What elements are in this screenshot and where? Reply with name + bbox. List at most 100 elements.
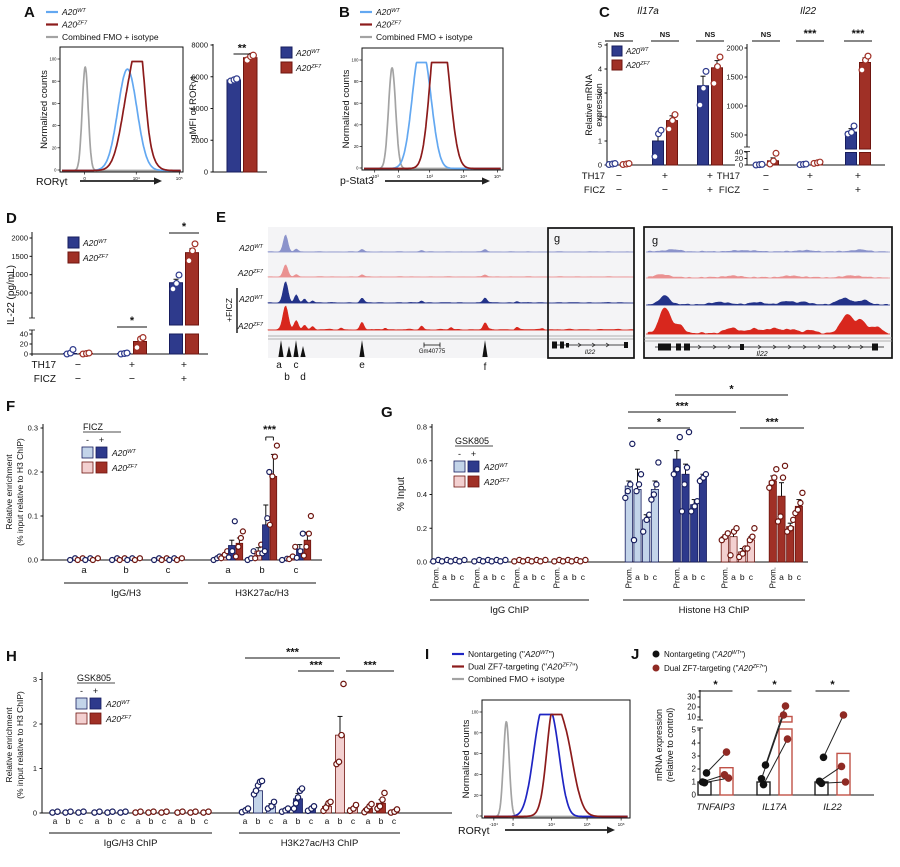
y-axis-label: (relative to control): [665, 708, 675, 783]
category-label: IL22: [823, 802, 842, 813]
data-point: [249, 51, 257, 60]
panel-label-f: F: [6, 398, 16, 415]
group-label: b: [259, 565, 264, 576]
rect: [872, 343, 878, 351]
data-point: [630, 536, 638, 544]
y-tick: 60: [354, 101, 359, 106]
legend-title: GSK805: [455, 436, 489, 446]
bar: [652, 140, 664, 166]
data-point: [773, 465, 780, 473]
legend-label: A20WT: [111, 448, 136, 458]
data-point: [231, 518, 238, 525]
legend-label: A20WT: [61, 7, 86, 17]
data-point: [783, 735, 792, 743]
panel-label-h: H: [6, 648, 17, 665]
label: 2: [33, 720, 37, 729]
y-tick: 80: [354, 79, 359, 84]
x-tick: c: [392, 816, 397, 826]
panel-label-g: G: [381, 404, 393, 421]
x-tick: a: [95, 816, 100, 826]
data-point: [744, 545, 751, 552]
data-point: [841, 778, 850, 786]
region-marker: [278, 340, 284, 357]
legend-label: A20WT: [105, 699, 130, 709]
legend-swatch: [280, 46, 293, 59]
data-point: [292, 543, 299, 550]
x-tick: a: [731, 572, 736, 582]
legend-title: FICZ: [83, 422, 103, 432]
label: -: [86, 435, 89, 445]
data-point: [85, 349, 93, 357]
data-point: [74, 556, 81, 564]
track-label: A20ZF7: [237, 268, 264, 278]
track-label: A20WT: [238, 243, 263, 253]
x-tick: a: [283, 816, 288, 826]
label: 4: [692, 739, 697, 748]
x-tick: b: [644, 572, 649, 582]
bar: [335, 734, 345, 814]
data-point: [456, 558, 463, 565]
legend-label: A20ZF7: [295, 63, 322, 73]
data-point: [163, 808, 170, 815]
track-signal: [267, 305, 635, 331]
label: +: [855, 184, 861, 196]
x-tick: a: [325, 816, 330, 826]
rect: [676, 343, 681, 351]
data-point: [266, 521, 273, 528]
data-point: [252, 787, 260, 795]
data-point: [511, 558, 518, 565]
histogram-curve: [363, 61, 502, 170]
legend-swatch: [75, 697, 88, 710]
x-tick: b: [191, 816, 196, 826]
group-label: a: [225, 565, 231, 576]
data-point: [582, 556, 589, 564]
label: 0: [598, 161, 602, 170]
zoom-region-label: g: [554, 233, 560, 245]
data-point: [837, 762, 846, 771]
bar: [845, 152, 857, 166]
data-point: [139, 334, 147, 342]
rect: [552, 341, 557, 349]
track-signal: [647, 307, 889, 335]
data-point: [625, 160, 633, 168]
gene-label: Il22: [585, 349, 596, 356]
data-point: [69, 346, 77, 354]
zoom-panel: [643, 226, 893, 359]
x-tick: c: [269, 816, 274, 826]
legend-label: A20ZF7: [625, 61, 651, 70]
y-axis-label: gMFI of RORγt: [188, 76, 199, 140]
panel-e: A20WTA20ZF7A20WTA20ZF7+FICZGm40775gIl22a…: [224, 226, 893, 383]
legend-swatch: [81, 446, 94, 459]
group-label: b: [123, 565, 128, 576]
panel-b: A20WT A20ZF7 Combined FMO + isotype 0 20 40 60…: [340, 7, 504, 187]
bar: [777, 495, 786, 563]
legend-label: Nontargeting ("A20WT"): [664, 650, 746, 659]
x-tick: 10⁵: [584, 822, 591, 827]
data-point: [797, 499, 804, 507]
x-tick: c: [79, 816, 84, 826]
data-point: [109, 808, 116, 815]
label: 20: [687, 703, 696, 712]
label: −: [616, 184, 622, 196]
data-point: [727, 552, 734, 559]
data-point: [116, 556, 123, 564]
chart-title: Il17a: [637, 6, 659, 17]
data-point: [502, 556, 509, 564]
data-point: [297, 548, 304, 555]
data-point: [133, 344, 141, 352]
label: +: [93, 686, 98, 696]
y-tick: 40: [474, 772, 479, 777]
label: 0.3: [28, 424, 38, 433]
data-point: [294, 794, 302, 801]
data-point: [816, 158, 824, 166]
x-axis-label: RORγt: [36, 176, 68, 188]
legend-label: Dual ZF7-targeting ("A20ZF7"): [664, 664, 768, 673]
flow-plot-frame: [59, 46, 184, 173]
panel-label-j: J: [631, 646, 640, 663]
data-point: [722, 748, 731, 756]
panel-j: mRNA expression (relative to control) 1020…: [652, 650, 874, 813]
legend-label: A20ZF7: [61, 20, 88, 30]
gene-label: Il22: [756, 351, 767, 358]
